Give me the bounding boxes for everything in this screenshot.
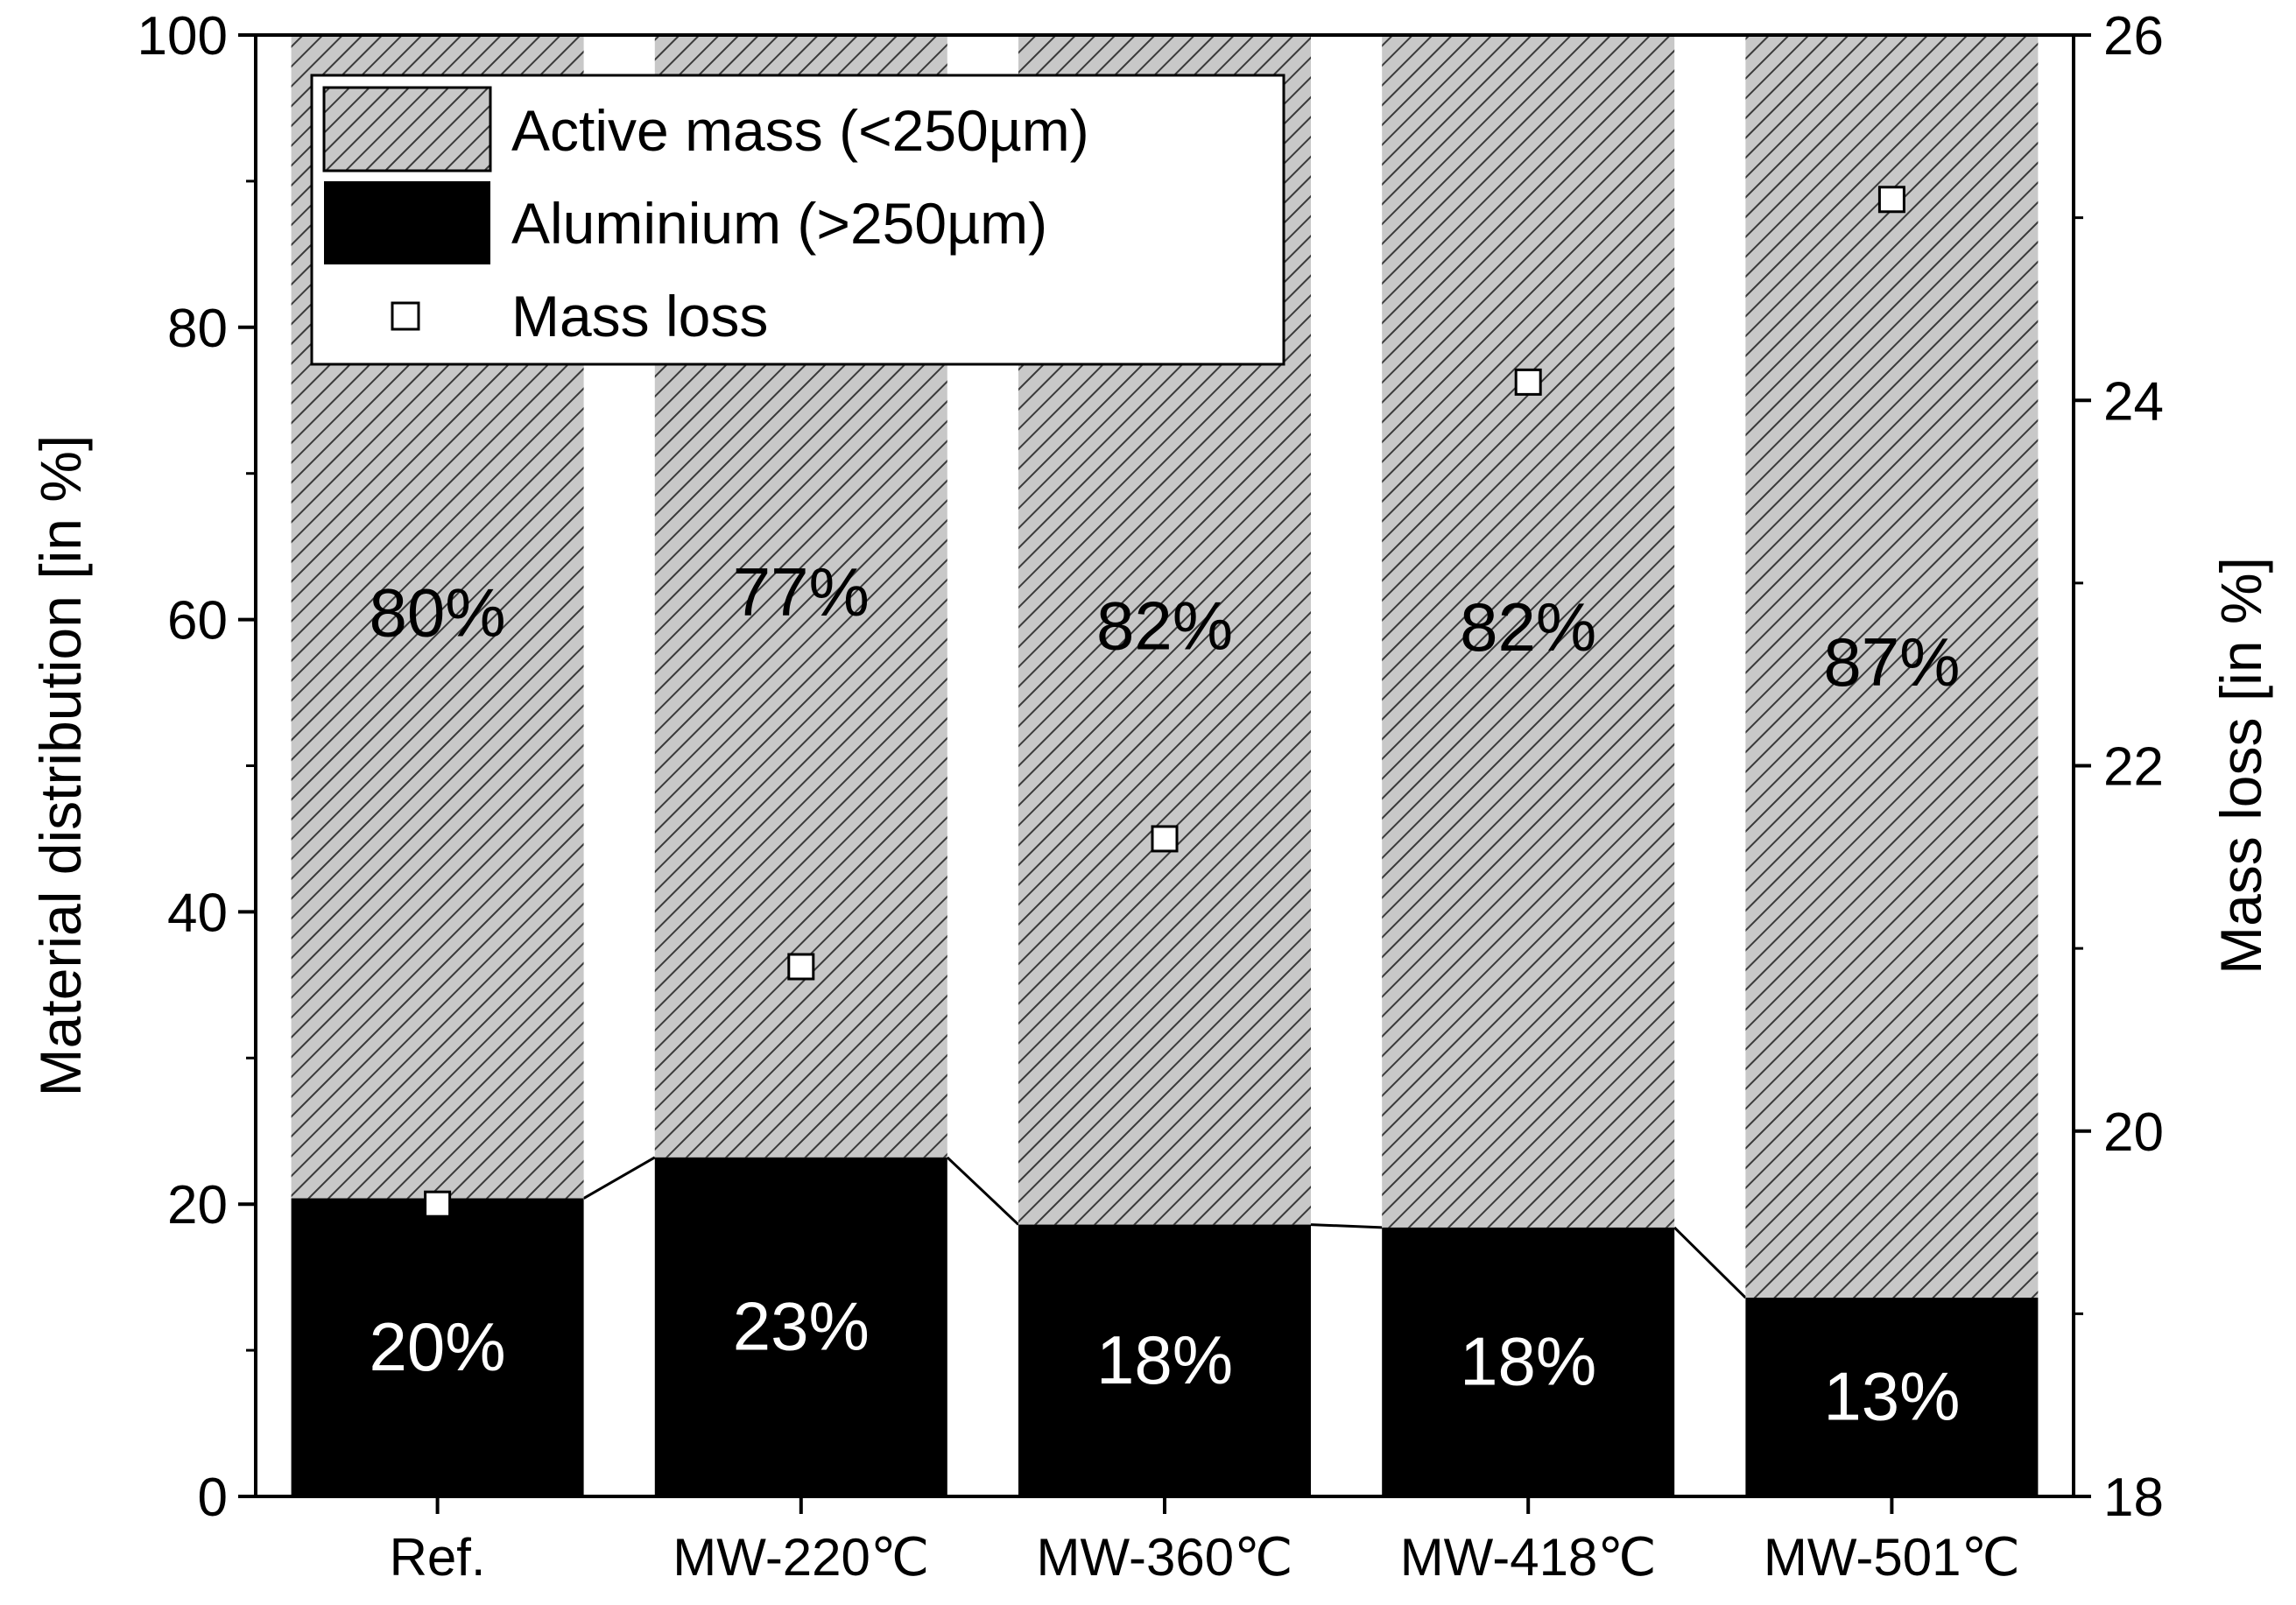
mass-loss-marker-3 <box>1514 368 1542 396</box>
x-tick-label-3: MW-418℃ <box>1400 1528 1657 1587</box>
right-tick-label-2: 22 <box>2103 737 2164 798</box>
right-tick-label-0: 18 <box>2103 1468 2164 1528</box>
bar-aluminium-4 <box>1745 1298 2039 1496</box>
bar-label-aluminium-3: 18% <box>1460 1322 1596 1399</box>
connector-line-0 <box>582 1156 656 1200</box>
bar-label-active-mass-4: 87% <box>1823 623 1960 700</box>
right-tick-label-3: 24 <box>2103 371 2164 432</box>
bar-label-active-mass-3: 82% <box>1460 588 1596 665</box>
bar-connector-lines <box>582 1156 1747 1299</box>
legend-swatch-active-mass <box>322 86 492 172</box>
bar-active-mass-3 <box>1382 35 1675 1228</box>
bar-label-active-mass-1: 77% <box>733 553 870 630</box>
mass-loss-marker-1 <box>787 953 815 981</box>
right-tick-label-1: 20 <box>2103 1102 2164 1163</box>
legend-label-mass-loss: Mass loss <box>511 284 768 348</box>
x-tick-label-2: MW-360℃ <box>1037 1528 1293 1587</box>
y2-axis-label: Mass loss [in %] <box>2208 557 2273 975</box>
x-tick-label-4: MW-501℃ <box>1764 1528 2020 1587</box>
right-tick-label-4: 26 <box>2103 6 2164 67</box>
left-tick-label-4: 80 <box>167 299 228 359</box>
left-tick-label-2: 40 <box>167 883 228 943</box>
bar-aluminium-3 <box>1382 1227 1675 1496</box>
bar-aluminium-2 <box>1018 1224 1311 1496</box>
legend-swatch-aluminium <box>324 181 490 264</box>
legend-label-active-mass: Active mass (<250µm) <box>511 98 1089 163</box>
bar-aluminium-1 <box>654 1157 947 1496</box>
x-tick-label-0: Ref. <box>390 1528 486 1587</box>
legend: Active mass (<250µm) Aluminium (>250µm) … <box>310 74 1285 366</box>
bar-label-active-mass-0: 80% <box>370 574 506 651</box>
connector-line-2 <box>1310 1223 1383 1229</box>
bar-label-aluminium-0: 20% <box>370 1308 506 1385</box>
legend-label-aluminium: Aluminium (>250µm) <box>511 191 1047 256</box>
bar-label-aluminium-4: 13% <box>1823 1358 1960 1435</box>
mass-loss-marker-0 <box>424 1190 452 1218</box>
mass-loss-markers <box>424 186 1905 1218</box>
mass-loss-marker-4 <box>1877 186 1905 214</box>
x-axis: Ref. MW-220℃ MW-360℃ MW-418℃ MW-501℃ <box>390 1496 2020 1587</box>
left-tick-label-3: 60 <box>167 591 228 651</box>
left-tick-label-0: 0 <box>198 1468 228 1528</box>
right-y-axis: 18 20 22 24 26 <box>2074 6 2164 1528</box>
bar-label-active-mass-2: 82% <box>1096 587 1233 664</box>
bar-label-aluminium-2: 18% <box>1096 1321 1233 1398</box>
left-y-axis: 0 20 40 60 80 100 <box>137 6 256 1528</box>
legend-marker-mass-loss <box>391 301 420 331</box>
left-tick-label-5: 100 <box>137 6 228 67</box>
connector-line-3 <box>1673 1226 1747 1299</box>
connector-line-1 <box>946 1156 1020 1226</box>
bar-active-mass-4 <box>1745 35 2039 1299</box>
x-tick-label-1: MW-220℃ <box>673 1528 929 1587</box>
bar-aluminium-0 <box>291 1198 584 1496</box>
mass-loss-marker-2 <box>1151 825 1179 853</box>
y-axis-label: Material distribution [in %] <box>28 435 93 1097</box>
left-tick-label-1: 20 <box>167 1175 228 1235</box>
bar-label-aluminium-1: 23% <box>733 1287 870 1364</box>
bar-labels-group: 80% 20% 77% 23% 82% 18% 82% 18% 87% 13% <box>370 553 1961 1435</box>
